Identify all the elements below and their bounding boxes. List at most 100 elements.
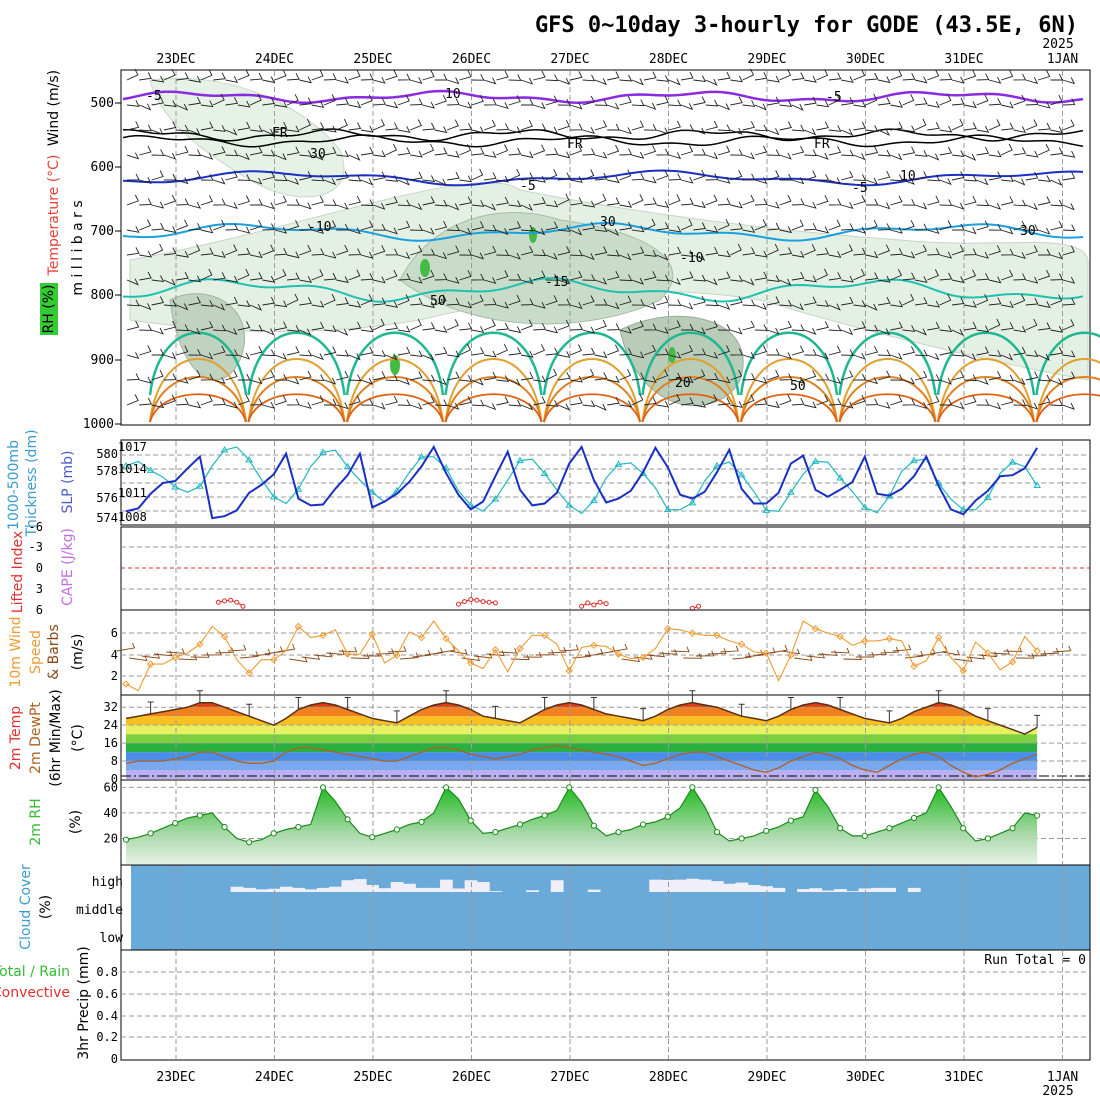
wind-barb — [471, 252, 485, 260]
wind-barb — [668, 393, 681, 406]
wind-barb — [262, 296, 275, 306]
wind-barb — [508, 168, 521, 181]
wind-barb — [225, 97, 239, 106]
wind-barb — [680, 271, 694, 281]
wind-barb — [1050, 147, 1063, 156]
wind-barb — [212, 93, 225, 106]
wind-barb — [594, 225, 608, 233]
wind-barb — [348, 374, 362, 382]
wind-barb — [927, 174, 941, 182]
wind-barb — [1013, 378, 1026, 386]
wind-barb — [754, 177, 768, 185]
wind-barb — [902, 220, 915, 231]
wind-barb — [631, 151, 645, 159]
wind-10m-barb — [178, 654, 198, 661]
wind-10m-barb — [658, 649, 678, 655]
wind-barb — [791, 324, 805, 332]
wind-barb — [988, 171, 1002, 181]
wind-barb — [188, 75, 202, 83]
wind-barb — [951, 276, 965, 284]
wind-barb — [865, 198, 879, 206]
wind-barb — [286, 377, 300, 385]
wind-barb — [964, 195, 977, 206]
precip-grid — [121, 951, 1090, 1059]
high-cloud-bar — [304, 889, 318, 892]
wind-barb — [693, 274, 707, 282]
min-max-whisker — [196, 690, 203, 703]
slp-line-point — [417, 452, 426, 460]
wind-barb — [927, 374, 941, 381]
wind-barb — [422, 196, 435, 206]
temp-band — [126, 761, 1038, 771]
wind-barb — [890, 174, 904, 182]
wind-barb — [791, 103, 804, 111]
wind-barb — [274, 153, 287, 161]
wind-barb — [1050, 252, 1063, 260]
chart-title: GFS 0~10day 3-hourly for GODE (43.5E, 6N… — [535, 13, 1078, 38]
wind-barb — [668, 99, 682, 107]
wind-barb — [976, 146, 990, 156]
wind-barb — [976, 178, 989, 186]
wind-barb — [1013, 73, 1027, 81]
wind-barb — [878, 223, 891, 231]
wind-barb — [570, 123, 583, 131]
wind-barb — [853, 321, 866, 331]
wind-barb — [237, 247, 251, 256]
wind-barb — [249, 177, 263, 185]
wind-barb — [927, 321, 940, 331]
wind-barb — [126, 194, 139, 206]
wind-barb — [508, 252, 521, 260]
rh-line-point — [516, 821, 524, 828]
wind-barb — [816, 300, 830, 307]
li-tick-label: 6 — [36, 603, 43, 617]
wind-barb — [791, 345, 805, 356]
wind-barb — [360, 125, 374, 133]
wind-barb — [373, 402, 386, 410]
wind-barb — [656, 75, 670, 82]
wind-barb — [779, 278, 792, 286]
wind-barb — [865, 177, 878, 185]
wind-barb — [902, 177, 915, 185]
slp-line-point — [959, 505, 968, 513]
wind-barb — [865, 93, 878, 106]
wind-10m-barb — [547, 647, 567, 654]
wind-barb — [668, 320, 681, 331]
lifted-index-point — [591, 602, 597, 608]
wind-barb — [1001, 196, 1014, 206]
wind-barb — [176, 145, 189, 156]
wind-barb — [779, 394, 792, 406]
wind-barb — [447, 276, 460, 284]
wind-barb — [557, 98, 571, 106]
wind-barb — [311, 321, 325, 331]
wind-barb — [348, 321, 362, 331]
wind-barb — [988, 202, 1002, 210]
wind-barb — [434, 325, 448, 333]
wind-barb — [151, 243, 164, 256]
wind-barb — [459, 122, 473, 131]
high-cloud-bar — [329, 886, 342, 892]
wind-barb — [902, 198, 916, 206]
label-millibars: m i l l i b a r s — [70, 200, 86, 295]
dewpoint-2m-line — [125, 744, 1038, 778]
wind-barb — [791, 397, 805, 406]
wind-speed-line-point — [713, 631, 721, 640]
wind-barb — [693, 127, 706, 135]
slp-line-point — [786, 488, 795, 495]
wind-barb — [410, 276, 423, 284]
wind-barb — [902, 72, 916, 81]
wind-barb — [853, 195, 866, 206]
wind-barb — [693, 400, 707, 408]
wind-barb — [619, 74, 633, 82]
wind-barb — [274, 321, 288, 331]
wind-barb — [200, 226, 214, 234]
wind-barb — [250, 324, 263, 332]
wind-barb — [656, 201, 670, 208]
wind-barb — [631, 194, 644, 206]
wind-barb — [385, 269, 398, 281]
rh-line-point — [221, 823, 228, 831]
wind-barb — [890, 100, 904, 108]
wind-barb — [274, 121, 288, 131]
wind-barb — [705, 99, 719, 107]
wind-barb — [508, 273, 522, 281]
